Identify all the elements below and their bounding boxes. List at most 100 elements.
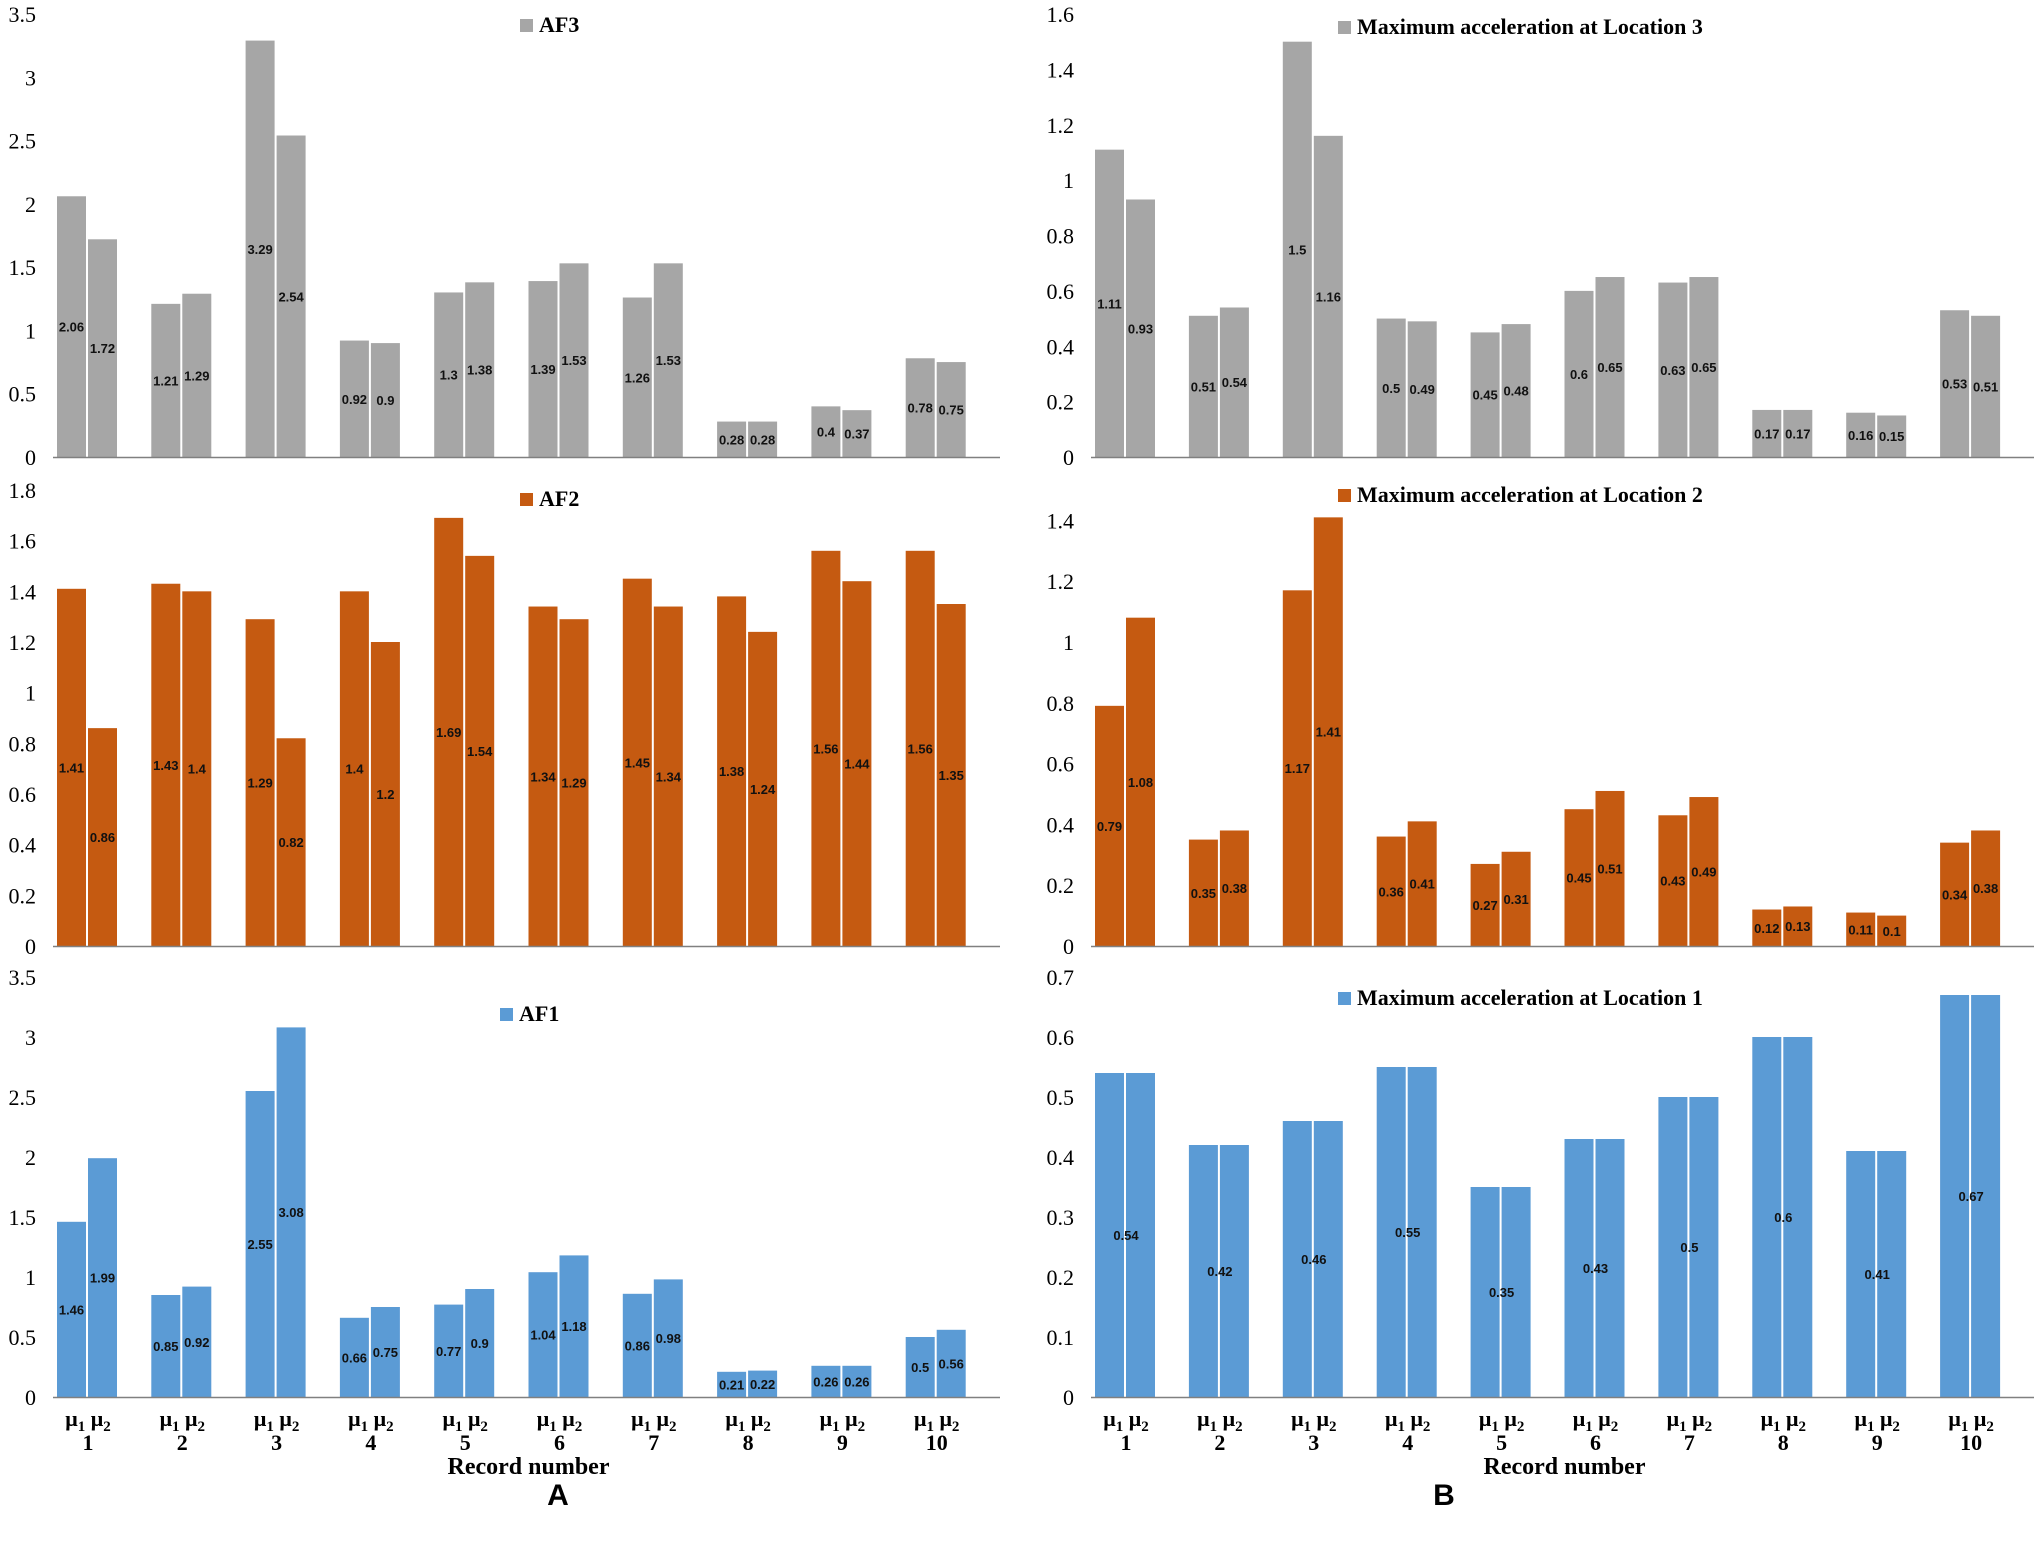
data-label: 1.39: [530, 362, 555, 377]
legend: AF2: [520, 486, 579, 511]
mu-labels: μ1 μ2: [1103, 1406, 1148, 1435]
chart-panels: 00.511.522.533.52.061.721.21 1.293.292.54…: [9, 2, 2034, 1480]
data-label: 0.98: [656, 1331, 681, 1346]
data-label: 0.36: [1379, 884, 1404, 899]
legend: Maximum acceleration at Location 2: [1338, 482, 1703, 507]
legend-label: Maximum acceleration at Location 2: [1357, 482, 1703, 507]
data-label: 0.26: [844, 1374, 869, 1389]
bar-mu1-record-9: [811, 406, 841, 457]
y-tick-label: 1.2: [1047, 113, 1075, 138]
bar-mu1-record-7: [622, 1293, 652, 1397]
y-tick-label: 1: [1063, 168, 1074, 193]
bar-mu2-record-7: [1689, 1097, 1719, 1397]
record-number-label: 1: [83, 1430, 94, 1455]
data-label: 1.72: [90, 341, 115, 356]
y-tick-label: 1.2: [9, 630, 37, 655]
bar-mu1-record-10: [1940, 842, 1970, 946]
data-label: 1.53: [561, 353, 586, 368]
data-label: 0.38: [1222, 881, 1247, 896]
y-tick-label: 0.5: [9, 382, 37, 407]
y-tick-label: 1.5: [9, 1205, 37, 1230]
data-label: 0.85: [153, 1339, 178, 1354]
data-label: 0.75: [373, 1345, 398, 1360]
bar-mu2-record-1: [1126, 199, 1155, 457]
bar-mu2-record-9: [1877, 1151, 1907, 1397]
bar-mu1-record-8: [1752, 1037, 1782, 1397]
bar-mu1-record-2: [1188, 1145, 1218, 1397]
data-label: 0.55: [1395, 1225, 1420, 1240]
data-label: 0.92: [342, 392, 367, 407]
data-label: 0.65: [1597, 360, 1622, 375]
mu-labels: μ1 μ2: [537, 1406, 582, 1435]
bar-mu2-record-5: [1501, 851, 1531, 946]
bar-mu2-record-7: [653, 606, 683, 946]
mu-labels: μ1 μ2: [820, 1406, 865, 1435]
y-tick-label: 1.4: [1047, 57, 1075, 82]
data-label: 1.69: [436, 725, 461, 740]
bar-mu1-record-5: [1470, 1187, 1500, 1397]
y-tick-label: 0.2: [1047, 390, 1075, 415]
bar-mu2-record-10: [936, 362, 966, 457]
bar-mu2-record-1: [1126, 1073, 1155, 1397]
bar-mu2-record-6: [1595, 277, 1625, 457]
data-label: 0.82: [278, 835, 303, 850]
data-label: 0.9: [471, 1336, 489, 1351]
record-number-label: 1: [1121, 1430, 1132, 1455]
bar-mu1-record-5: [434, 517, 464, 946]
bar-mu1-record-5: [434, 1304, 464, 1397]
y-tick-label: 0: [1063, 445, 1074, 470]
data-label: 0.9: [376, 393, 394, 408]
bar-mu2-record-2: [1219, 830, 1249, 946]
bar-mu2-record-5: [465, 282, 495, 457]
data-label: 0.41: [1865, 1267, 1890, 1282]
chart-b-mid: 0 0.2 0.4 0.6 0.8 1 1.2 1.4 0.79 1.08 0.35 0.38 1.17…: [1047, 482, 2034, 959]
data-label: 0.48: [1503, 384, 1528, 399]
bar-mu2-record-5: [465, 555, 495, 946]
bar-mu2-record-3: [276, 1027, 306, 1397]
data-label: 0.15: [1879, 429, 1904, 444]
record-number-label: 5: [460, 1430, 471, 1455]
data-label: 1.56: [813, 741, 838, 756]
legend: Maximum acceleration at Location 3: [1338, 14, 1703, 39]
data-label: 1.41: [59, 760, 84, 775]
record-number-label: 6: [1590, 1430, 1601, 1455]
data-label: 2.06: [59, 320, 84, 335]
data-label: 0.28: [719, 432, 744, 447]
mu-labels: μ1 μ2: [1948, 1406, 1993, 1435]
y-tick-label: 0.7: [1047, 965, 1075, 990]
y-tick-label: 0: [1063, 934, 1074, 959]
bar-mu2-record-8: [1783, 1037, 1813, 1397]
bar-mu1-record-3: [1282, 41, 1312, 457]
data-label: 1.04: [530, 1328, 556, 1343]
bar-mu2-record-7: [653, 1279, 683, 1397]
data-label: 0.1: [1883, 924, 1901, 939]
data-label: 0.63: [1660, 363, 1685, 378]
data-label: 0.38: [1973, 881, 1998, 896]
bar-mu2-record-9: [842, 581, 872, 946]
data-label: 0.45: [1472, 388, 1497, 403]
data-label: 0.78: [908, 401, 933, 416]
data-label: 0.5: [911, 1360, 929, 1375]
record-number-label: 8: [1778, 1430, 1789, 1455]
bar-mu2-record-8: [1783, 409, 1813, 457]
bar-mu2-record-2: [182, 591, 212, 946]
y-tick-label: 0.6: [1047, 752, 1075, 777]
data-label: 1.4: [345, 762, 364, 777]
mu-labels: μ1 μ2: [1573, 1406, 1618, 1435]
y-tick-label: 0: [25, 934, 36, 959]
bar-mu1-record-7: [622, 297, 652, 457]
record-number-label: 2: [177, 1430, 188, 1455]
bar-mu1-record-2: [151, 1295, 181, 1397]
data-label: 1.17: [1285, 761, 1310, 776]
bar-mu2-record-1: [1126, 617, 1155, 946]
y-tick-label: 3: [25, 65, 36, 90]
bar-mu1-record-6: [1564, 1139, 1594, 1397]
data-label: 0.5: [1382, 381, 1400, 396]
bar-mu1-record-9: [1846, 412, 1876, 457]
y-tick-label: 0.5: [9, 1325, 37, 1350]
mu-labels: μ1 μ2: [65, 1406, 110, 1435]
data-label: 1.41: [1316, 725, 1341, 740]
y-tick-label: 0.1: [1047, 1325, 1075, 1350]
y-tick-label: 1.2: [1047, 569, 1075, 594]
data-label: 0.17: [1754, 426, 1779, 441]
